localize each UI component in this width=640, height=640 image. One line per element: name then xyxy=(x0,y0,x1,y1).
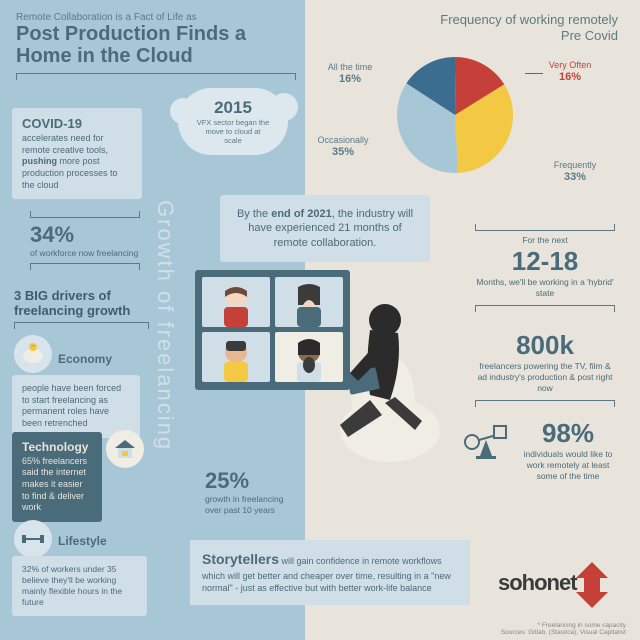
story-head: Storytellers xyxy=(202,551,279,567)
stat98-num: 98% xyxy=(518,418,618,449)
dumbbell-icon xyxy=(14,520,52,558)
banner-2021: By the end of 2021, the industry will ha… xyxy=(220,195,430,262)
drivers-line2: freelancing growth xyxy=(14,303,130,318)
stat-98: 98% individuals would like to work remot… xyxy=(518,418,618,482)
hybrid-bracket-top xyxy=(475,225,615,231)
hybrid-pre: For the next xyxy=(475,235,615,246)
stat34-num: 34% xyxy=(30,222,140,248)
stat25-num: 25% xyxy=(205,468,305,494)
lifestyle-body: 32% of workers under 35 believe they'll … xyxy=(12,556,147,616)
economy-body: people have been forced to start freelan… xyxy=(12,375,140,438)
covid-box: COVID-19 accelerates need for remote cre… xyxy=(12,108,142,199)
cloud-text: VFX sector began the move to cloud at sc… xyxy=(196,118,270,145)
title-line1: Post Production Finds a xyxy=(16,23,296,45)
stat-hybrid: For the next 12-18 Months, we'll be work… xyxy=(475,225,615,311)
stat800-sub: freelancers powering the TV, film & ad i… xyxy=(475,361,615,394)
hybrid-sub: Months, we'll be working in a 'hybrid' s… xyxy=(475,277,615,299)
pie-label-allthetime: All the time16% xyxy=(320,62,380,86)
technology-head: Technology xyxy=(22,440,88,454)
growth-vertical-label: Growth of freelancing xyxy=(152,200,178,451)
pie-title-1: Frequency of working remotely xyxy=(440,12,618,27)
cloud-bump-1 xyxy=(170,98,196,124)
scale-icon xyxy=(462,420,510,460)
drivers-bracket xyxy=(14,322,149,328)
technology-body: 65% freelancers said the internet makes … xyxy=(22,456,87,513)
pie-label-veryoften: Very Often16% xyxy=(540,60,600,84)
house-icon xyxy=(106,430,144,468)
cloud-bump-2 xyxy=(270,93,298,121)
drivers-line1: 3 BIG drivers of xyxy=(14,288,111,303)
pie-label-occasionally: Occasionally35% xyxy=(308,135,378,159)
covid-head: COVID-19 xyxy=(22,116,82,131)
title-line2: Home in the Cloud xyxy=(16,45,296,67)
stat25-sub: growth in freelancing over past 10 years xyxy=(205,494,290,516)
stat-800k: 800k freelancers powering the TV, film &… xyxy=(475,330,615,406)
source-text: * Freelancing in some capacity Sources: … xyxy=(406,622,626,636)
title-block: Remote Collaboration is a Fact of Life a… xyxy=(16,12,296,79)
pie-title-2: Pre Covid xyxy=(561,28,618,43)
stat34-sub: of workforce now freelancing xyxy=(30,248,140,259)
covid-body: accelerates need for remote creative too… xyxy=(22,133,118,190)
stat34-bracket-bot xyxy=(30,263,140,269)
pie-chart xyxy=(390,50,520,180)
hybrid-num: 12-18 xyxy=(475,246,615,277)
technology-block: Technology 65% freelancers said the inte… xyxy=(12,432,102,522)
economy-head: Economy xyxy=(58,350,112,368)
title-pre: Remote Collaboration is a Fact of Life a… xyxy=(16,12,296,23)
leader-veryoften xyxy=(525,73,543,74)
banner-bold: end of 2021 xyxy=(271,208,332,220)
title-bracket xyxy=(16,73,296,79)
storytellers-box: Storytellers will gain confidence in rem… xyxy=(190,540,470,605)
stat800-bracket xyxy=(475,400,615,406)
illustration xyxy=(190,265,440,465)
stat800-num: 800k xyxy=(475,330,615,361)
banner-pre: By the xyxy=(237,208,271,220)
lifestyle-head: Lifestyle xyxy=(58,532,107,550)
stat-25: 25% growth in freelancing over past 10 y… xyxy=(205,468,305,516)
hybrid-bracket-bot xyxy=(475,305,615,311)
pie-title: Frequency of working remotely Pre Covid xyxy=(358,12,618,43)
piggy-icon xyxy=(14,335,52,373)
drivers-header: 3 BIG drivers of freelancing growth xyxy=(14,288,149,328)
logo-text: sohonet xyxy=(498,570,577,596)
cloud-year: 2015 xyxy=(196,98,270,118)
stat98-sub: individuals would like to work remotely … xyxy=(518,449,618,482)
stat34-bracket-top xyxy=(30,212,140,218)
pie-label-frequently: Frequently33% xyxy=(540,160,610,184)
stat-34: 34% of workforce now freelancing xyxy=(30,212,140,269)
